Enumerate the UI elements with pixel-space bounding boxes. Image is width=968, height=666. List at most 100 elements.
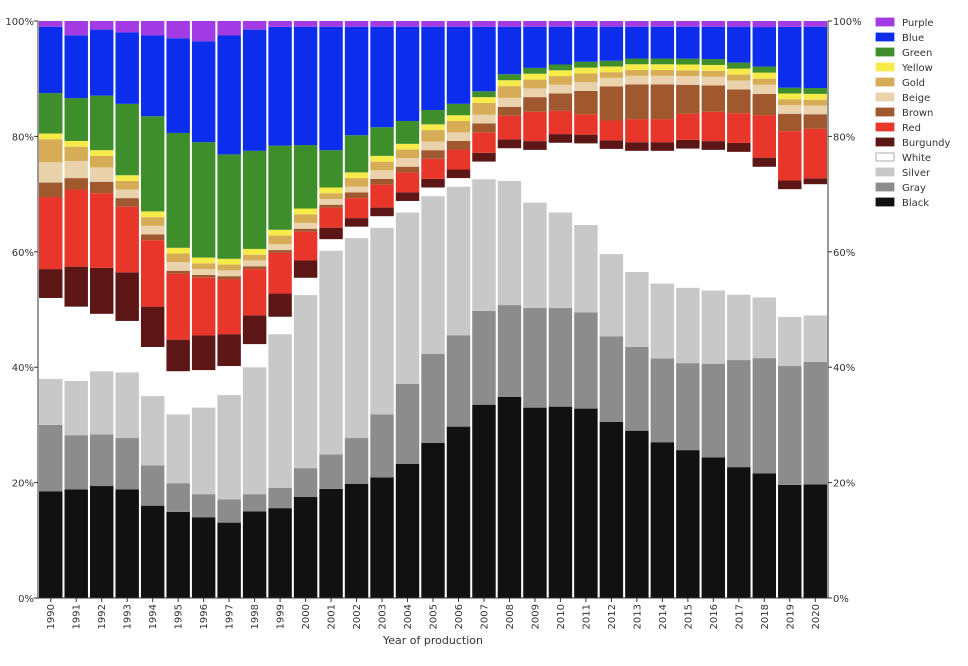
bar-segment-red-2014 <box>650 119 675 143</box>
bar-segment-white-2007 <box>472 161 496 180</box>
bar-segment-red-2001 <box>319 207 343 228</box>
bar-segment-silver-2018 <box>752 297 777 359</box>
bar-segment-gold-2007 <box>472 103 496 115</box>
right-y-tick-label: 80% <box>833 132 855 143</box>
bar-segment-green-1991 <box>64 98 88 141</box>
bar-segment-beige-1998 <box>242 260 267 267</box>
bar-segment-yellow-1998 <box>242 248 267 255</box>
bar-segment-yellow-2020 <box>803 93 827 100</box>
legend-swatch-yellow <box>875 62 895 72</box>
bar-segment-beige-2004 <box>395 158 420 167</box>
right-y-tick-label: 20% <box>833 479 855 490</box>
bar-segment-blue-2020 <box>803 26 827 89</box>
legend-label-burgundy: Burgundy <box>902 138 951 149</box>
bar-segment-burgundy-2001 <box>319 227 343 240</box>
bar-segment-gold-2011 <box>574 73 598 83</box>
legend-label-gold: Gold <box>902 78 925 89</box>
bar-segment-beige-2009 <box>523 88 547 98</box>
bar-segment-yellow-1994 <box>140 211 165 218</box>
bar-segment-yellow-2015 <box>676 64 700 71</box>
bar-segment-yellow-2017 <box>727 68 751 75</box>
bar-segment-green-2009 <box>523 67 547 74</box>
bar-segment-gold-2016 <box>701 70 726 77</box>
bar-segment-burgundy-2003 <box>370 207 394 217</box>
bar-segment-gray-2002 <box>344 438 369 484</box>
bar-segment-burgundy-1997 <box>217 334 241 367</box>
bar-segment-green-2013 <box>625 58 649 65</box>
bar-segment-gray-2004 <box>395 383 420 464</box>
bar-segment-blue-2015 <box>676 26 700 59</box>
bar-segment-red-2016 <box>701 111 726 142</box>
bar-segment-gray-1998 <box>242 494 267 512</box>
bar-segment-black-2018 <box>752 473 777 598</box>
x-tick-label-2016: 2016 <box>709 604 720 629</box>
right-y-tick-labels: 0% 20% 40% 60% 80% 100% <box>828 17 862 605</box>
bar-segment-brown-2000 <box>293 228 318 232</box>
bar-segment-silver-2003 <box>370 227 394 415</box>
bar-segment-red-1994 <box>140 240 165 307</box>
bar-segment-brown-2014 <box>650 84 675 120</box>
bar-segment-silver-1998 <box>242 367 267 495</box>
bar-segment-green-2004 <box>395 120 420 144</box>
legend-swatch-burgundy <box>875 137 895 147</box>
bar-segment-white-1997 <box>217 366 241 396</box>
bar-segment-purple-1994 <box>140 21 165 36</box>
bar-segment-beige-2013 <box>625 75 649 85</box>
bar-segment-brown-1991 <box>64 178 88 190</box>
bar-segment-yellow-2001 <box>319 187 343 194</box>
bar-segment-purple-1995 <box>166 21 190 39</box>
bar-segment-beige-2015 <box>676 76 700 85</box>
bar-segment-gray-2008 <box>497 305 522 397</box>
bar-segment-burgundy-2004 <box>395 192 420 201</box>
bar-segment-green-2003 <box>370 127 394 156</box>
bar-segment-white-2010 <box>548 142 573 213</box>
bar-segment-blue-2005 <box>421 26 445 110</box>
bar-segment-beige-1993 <box>115 189 139 199</box>
bar-segment-gray-2010 <box>548 308 573 407</box>
bar-segment-brown-2002 <box>344 192 369 199</box>
bar-segment-black-2009 <box>523 407 547 598</box>
bar-segment-gray-2018 <box>752 358 777 474</box>
bar-segment-gray-2009 <box>523 308 547 408</box>
bar-segment-yellow-2012 <box>599 66 624 73</box>
bar-segment-red-2020 <box>803 128 827 179</box>
bar-segment-blue-2001 <box>319 26 343 151</box>
bar-segment-white-2015 <box>676 148 700 288</box>
bar-segment-brown-2010 <box>548 93 573 111</box>
bar-segment-red-2017 <box>727 113 751 143</box>
bar-segment-beige-2018 <box>752 84 777 94</box>
bar-segment-white-2011 <box>574 143 598 225</box>
bar-segment-brown-1998 <box>242 266 267 270</box>
bar-segment-black-1995 <box>166 511 190 598</box>
bar-segment-blue-1996 <box>191 41 216 143</box>
x-tick-label-1998: 1998 <box>250 604 261 629</box>
bar-segment-gray-2011 <box>574 312 598 409</box>
bar-segment-burgundy-1998 <box>242 315 267 345</box>
bar-segment-brown-2006 <box>446 140 471 150</box>
legend: Purple Blue Green Yellow Gold Beige Brown Red Bu… <box>875 17 951 209</box>
bar-segment-burgundy-1996 <box>191 335 216 371</box>
bar-segment-blue-2008 <box>497 26 522 75</box>
bar-segment-red-1997 <box>217 279 241 335</box>
bar-segment-red-2015 <box>676 113 700 140</box>
bar-segment-gold-2017 <box>727 74 751 81</box>
bar-segment-green-2008 <box>497 74 522 81</box>
bar-segment-red-1992 <box>89 193 114 268</box>
bar-segment-silver-1993 <box>115 372 139 439</box>
bar-segment-white-2014 <box>650 150 675 284</box>
bar-segment-red-1998 <box>242 269 267 316</box>
bar-segment-burgundy-2006 <box>446 169 471 179</box>
bar-segment-silver-2009 <box>523 202 547 309</box>
bar-segment-white-1991 <box>64 306 88 381</box>
bar-segment-beige-1997 <box>217 270 241 277</box>
bar-segment-silver-2004 <box>395 212 420 384</box>
left-y-tick-label: 0% <box>18 594 34 605</box>
bar-segment-black-2010 <box>548 406 573 598</box>
bar-segment-white-2018 <box>752 166 777 298</box>
bar-segment-red-2012 <box>599 120 624 141</box>
bar-segment-black-2006 <box>446 426 471 598</box>
bar-segment-white-1992 <box>89 313 114 372</box>
bar-segment-gray-2003 <box>370 414 394 478</box>
bar-segment-white-1996 <box>191 370 216 408</box>
